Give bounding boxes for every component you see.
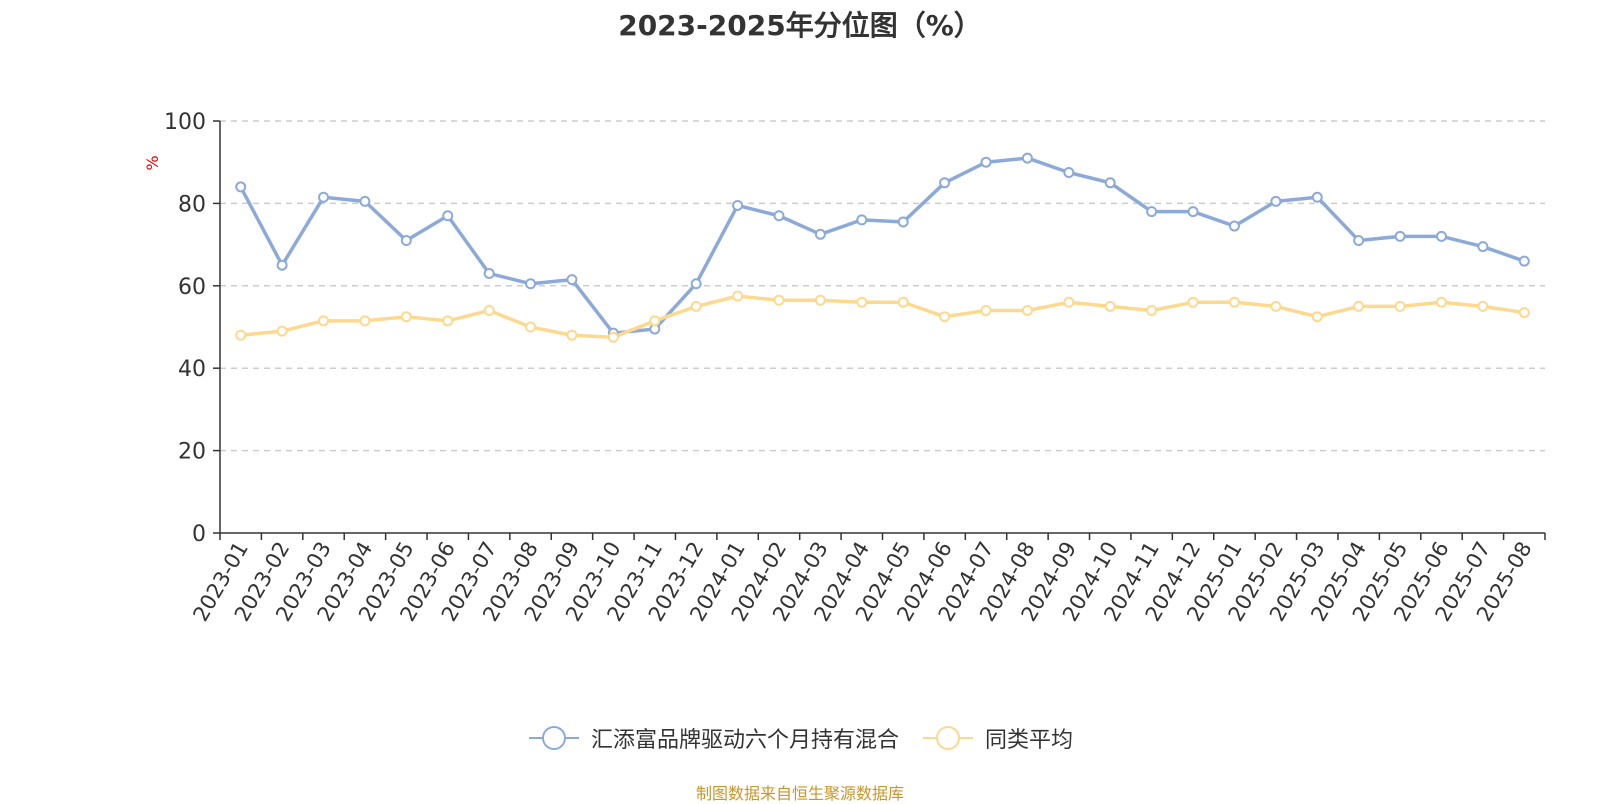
data-point: [814, 228, 826, 240]
data-point: [400, 234, 412, 246]
series-line: [239, 156, 1525, 335]
data-point: [566, 329, 578, 341]
data-point: [483, 267, 495, 279]
data-point: [1477, 241, 1489, 253]
data-point: [1021, 152, 1033, 164]
legend: 汇添富品牌驱动六个月持有混合 同类平均: [0, 722, 1600, 754]
data-point: [980, 305, 992, 317]
data-point: [939, 311, 951, 323]
data-point: [856, 296, 868, 308]
legend-label: 同类平均: [985, 728, 1074, 753]
axes: 0204060801002023-012023-022023-032023-04…: [164, 110, 1546, 625]
legend-swatch: [923, 726, 973, 750]
data-point: [1187, 206, 1199, 218]
data-point: [525, 278, 537, 290]
data-point: [1146, 305, 1158, 317]
y-tick-label: 100: [164, 110, 206, 135]
data-point: [1518, 255, 1530, 267]
data-point: [1104, 177, 1116, 189]
data-point: [276, 325, 288, 337]
data-point: [897, 296, 909, 308]
data-point: [483, 305, 495, 317]
grid-lines: [220, 120, 1545, 452]
legend-item[interactable]: 汇添富品牌驱动六个月持有混合: [527, 722, 899, 754]
data-point: [1353, 300, 1365, 312]
data-point: [649, 315, 661, 327]
data-point: [897, 216, 909, 228]
data-point: [1311, 191, 1323, 203]
y-tick-label: 80: [178, 192, 206, 217]
data-point: [359, 195, 371, 207]
data-point: [235, 329, 247, 341]
data-point: [400, 311, 412, 323]
data-point: [442, 210, 454, 222]
legend-swatch: [528, 726, 579, 750]
data-point: [1063, 296, 1075, 308]
line-chart: 0204060801002023-012023-022023-032023-04…: [143, 110, 1546, 625]
data-point: [1353, 234, 1365, 246]
data-point: [1270, 195, 1282, 207]
data-point: [690, 278, 702, 290]
data-point: [607, 331, 619, 343]
data-point: [525, 321, 537, 333]
data-point: [1146, 206, 1158, 218]
legend-label: 汇添富品牌驱动六个月持有混合: [590, 728, 899, 753]
legend-swatch-marker: [541, 726, 566, 750]
data-point: [442, 315, 454, 327]
data-point: [566, 274, 578, 286]
data-point: [1021, 305, 1033, 317]
data-point: [732, 199, 744, 211]
y-tick-label: 0: [192, 522, 206, 547]
data-point: [359, 315, 371, 327]
legend-swatch-marker: [936, 726, 960, 750]
data-point: [1518, 307, 1530, 319]
data-point: [814, 294, 826, 306]
data-point: [1228, 296, 1240, 308]
data-point: [856, 214, 868, 226]
y-tick-label: 40: [178, 357, 206, 382]
data-point: [318, 191, 330, 203]
data-point: [690, 300, 702, 312]
data-point: [235, 181, 247, 193]
source-note: 制图数据来自恒生聚源数据库: [695, 784, 904, 803]
series-0: [235, 152, 1530, 339]
data-point: [1270, 300, 1282, 312]
data-point: [773, 210, 785, 222]
data-point: [1435, 296, 1447, 308]
data-point: [276, 259, 288, 271]
y-tick-label: 20: [178, 440, 206, 465]
data-point: [318, 315, 330, 327]
data-point: [1104, 300, 1116, 312]
data-point: [1477, 300, 1489, 312]
y-axis-label: %: [143, 155, 162, 170]
data-point: [1063, 167, 1075, 178]
data-point: [980, 156, 992, 168]
data-point: [939, 177, 951, 189]
data-point: [1394, 300, 1406, 312]
series-line: [240, 294, 1525, 340]
data-point: [1435, 230, 1447, 242]
series-layer: [235, 152, 1530, 343]
series-1: [235, 290, 1530, 343]
y-tick-label: 60: [178, 275, 206, 300]
legend-item[interactable]: 同类平均: [921, 722, 1073, 754]
data-point: [1187, 296, 1199, 308]
data-point: [732, 290, 744, 302]
data-point: [773, 294, 785, 306]
data-point: [1228, 220, 1240, 232]
data-point: [1394, 230, 1406, 242]
chart-title: 2023-2025年分位图（%）: [618, 9, 982, 42]
data-point: [1311, 311, 1323, 323]
